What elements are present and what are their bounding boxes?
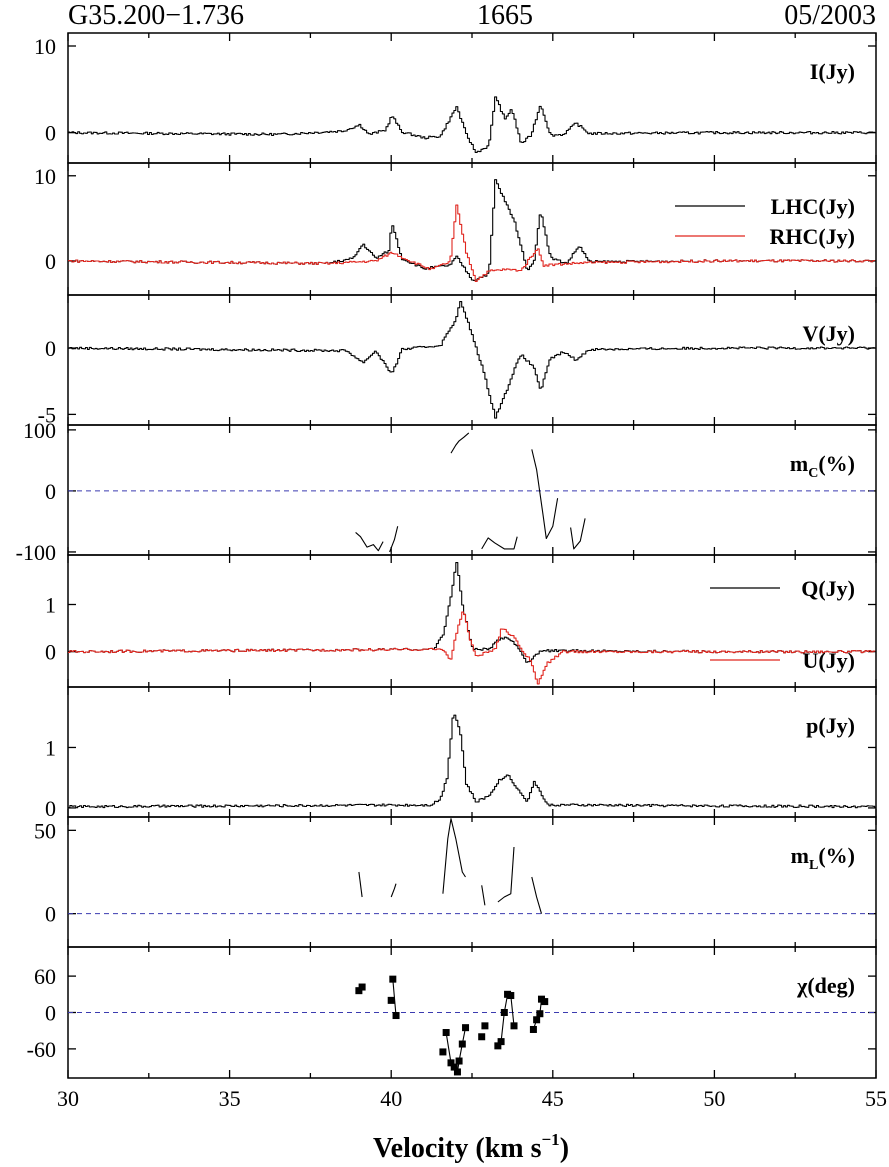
y-tick-label: -100 — [16, 540, 56, 565]
panel-label: χ(deg) — [796, 973, 855, 998]
chi-data-point — [510, 1022, 518, 1030]
chi-data-point — [462, 1024, 470, 1032]
series-trace — [442, 818, 466, 894]
panel-V: -5 0 V(Jy) — [38, 294, 877, 427]
y-tick-label: 50 — [34, 818, 56, 843]
panel-label: mC(%) — [790, 451, 855, 481]
panel-chi: -60 0 60 χ(deg) — [27, 946, 877, 1079]
series-trace — [531, 449, 559, 540]
y-tick-label: 0 — [45, 249, 56, 274]
chi-data-point — [481, 1022, 489, 1030]
y-tick-label: 1 — [45, 735, 56, 760]
y-tick-label: -60 — [27, 1037, 56, 1062]
y-tick-label: 0 — [45, 640, 56, 665]
series-trace — [500, 993, 515, 1042]
panel-label: I(Jy) — [810, 59, 855, 84]
x-axis-label: Velocity (km s−1) — [373, 1130, 569, 1164]
series-trace — [532, 999, 543, 1030]
panel-LR: 0 10 LHC(Jy) RHC(Jy) — [34, 162, 877, 296]
panel-QU: 0 1 Q(Jy) U(Jy) — [45, 554, 877, 688]
panel-stack: 010I(Jy)010LHC(Jy)RHC(Jy)-50V(Jy)-100010… — [16, 32, 877, 1079]
y-tick-label: 0 — [45, 1001, 56, 1026]
series-trace — [68, 96, 876, 154]
panel-p: 0 1 p(Jy) — [45, 686, 877, 821]
series-trace — [392, 979, 397, 1016]
series-trace — [445, 1027, 467, 1073]
panel-label: mL(%) — [791, 843, 855, 873]
series-trace — [68, 562, 876, 663]
y-tick-label: 100 — [23, 418, 56, 443]
y-tick-label: 0 — [45, 479, 56, 504]
y-tick-label: -5 — [38, 402, 56, 427]
header-date: 05/2003 — [784, 0, 876, 31]
header-source: G35.200−1.736 — [68, 0, 244, 31]
y-tick-label: 0 — [45, 796, 56, 821]
panel-frame — [67, 816, 877, 948]
series-trace — [355, 531, 384, 552]
chi-data-point — [358, 983, 366, 991]
chi-data-point — [355, 987, 363, 995]
series-trace — [531, 876, 543, 914]
y-tick-label: 0 — [45, 336, 56, 361]
panel-label: p(Jy) — [806, 713, 855, 738]
panel-frame — [67, 32, 877, 164]
panel-I: 0 10 I(Jy) — [34, 32, 877, 164]
x-tick-label: 55 — [865, 1086, 887, 1111]
chi-data-point — [494, 1042, 502, 1050]
series-trace — [497, 846, 515, 903]
chi-data-point — [439, 1048, 447, 1056]
x-tick-label: 35 — [219, 1086, 241, 1111]
chi-data-point — [541, 998, 549, 1006]
panel-frame — [67, 686, 877, 818]
legend-label: RHC(Jy) — [769, 224, 855, 249]
chi-data-point — [497, 1038, 505, 1046]
series-trace — [68, 301, 876, 419]
series-trace — [68, 204, 876, 282]
series-trace — [68, 611, 876, 685]
series-trace — [389, 526, 399, 553]
series-trace — [358, 871, 363, 898]
x-axis: 30 35 40 45 50 55 — [57, 1086, 887, 1111]
y-tick-label: 0 — [45, 121, 56, 146]
series-trace — [390, 883, 397, 898]
y-tick-label: 10 — [34, 164, 56, 189]
y-tick-label: 10 — [34, 34, 56, 59]
series-trace — [68, 714, 876, 809]
y-tick-label: 1 — [45, 593, 56, 618]
y-tick-label: 60 — [34, 964, 56, 989]
panel-mc: -100 0 100 mC(%) — [16, 418, 877, 565]
legend-label: Q(Jy) — [801, 576, 855, 601]
y-tick-label: 0 — [45, 902, 56, 927]
chi-data-point — [478, 1033, 486, 1041]
x-tick-label: 45 — [542, 1086, 564, 1111]
series-trace — [481, 885, 486, 906]
header-frequency: 1665 — [477, 0, 533, 31]
series-trace — [481, 536, 518, 550]
series-trace — [570, 518, 586, 550]
panel-frame — [67, 162, 877, 296]
legend-label: LHC(Jy) — [771, 194, 855, 219]
chi-data-point — [392, 1012, 400, 1020]
series-trace — [450, 432, 470, 454]
x-tick-label: 50 — [703, 1086, 725, 1111]
legend-label: U(Jy) — [802, 648, 855, 673]
panel-frame — [67, 424, 877, 556]
x-tick-label: 40 — [380, 1086, 402, 1111]
panel-frame — [67, 554, 877, 688]
chi-data-point — [387, 996, 395, 1004]
x-tick-label: 30 — [57, 1086, 79, 1111]
panel-label: V(Jy) — [802, 321, 855, 346]
panel-frame — [67, 294, 877, 426]
panel-mL: 0 50 mL(%) — [34, 816, 877, 948]
